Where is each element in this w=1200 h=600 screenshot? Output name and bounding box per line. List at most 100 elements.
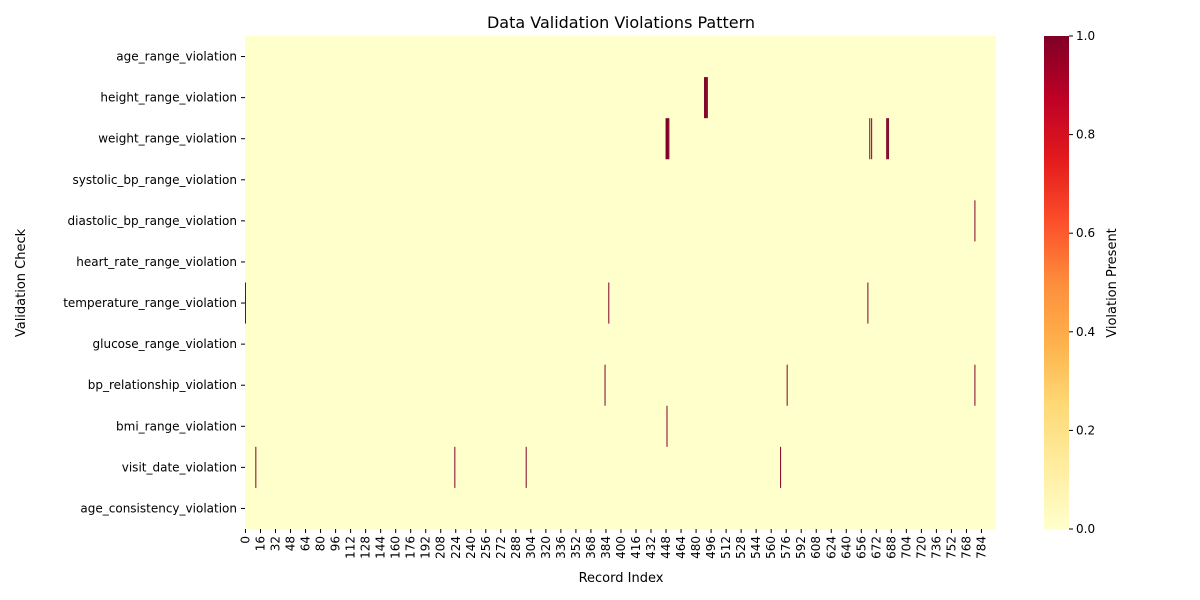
violation-cell — [667, 118, 669, 160]
violation-cell — [974, 364, 976, 406]
x-tick-label: 544 — [749, 536, 763, 559]
violation-cell — [974, 200, 976, 242]
x-tick-label: 192 — [419, 536, 433, 559]
y-tick-label: weight_range_violation — [98, 132, 237, 146]
heatmap-row-bmi_range_violation — [666, 405, 668, 447]
x-tick-label: 400 — [614, 536, 628, 559]
x-tick-label: 96 — [329, 536, 343, 551]
violation-cell — [886, 118, 888, 160]
x-tick-label: 32 — [269, 536, 283, 551]
x-tick-label: 736 — [929, 536, 943, 559]
x-tick-label: 368 — [584, 536, 598, 559]
x-tick-label: 496 — [704, 536, 718, 559]
plot-area — [245, 36, 996, 529]
y-tick-label: visit_date_violation — [122, 460, 237, 474]
y-tick-label: temperature_range_violation — [63, 296, 237, 310]
violation-cell — [668, 118, 670, 160]
x-tick-label: 16 — [253, 536, 267, 551]
violation-cell — [255, 446, 257, 488]
y-tick-label: height_range_violation — [100, 91, 237, 105]
x-tick-label: 656 — [854, 536, 868, 559]
violation-cell — [704, 77, 706, 119]
colorbar-tick-label: 0.0 — [1076, 522, 1095, 536]
x-tick-label: 128 — [359, 536, 373, 559]
y-tick-label: age_consistency_violation — [80, 501, 237, 515]
violation-cell — [665, 118, 667, 160]
colorbar-tick-label: 1.0 — [1076, 29, 1095, 43]
x-tick-label: 592 — [794, 536, 808, 559]
violation-cell — [706, 77, 708, 119]
x-tick-label: 288 — [509, 536, 523, 559]
violation-cell — [871, 118, 873, 160]
x-axis: 0 16 32 48 64 80 96 112 128 144 160 176 192 208 224 240… — [238, 529, 988, 559]
heatmap-row-height_range_violation — [704, 77, 708, 119]
violation-cell — [525, 446, 527, 488]
x-tick-label: 240 — [464, 536, 478, 559]
violation-cell — [705, 77, 707, 119]
x-tick-label: 528 — [734, 536, 748, 559]
x-tick-label: 448 — [659, 536, 673, 559]
x-tick-label: 688 — [884, 536, 898, 559]
x-tick-label: 112 — [344, 536, 358, 559]
x-tick-label: 336 — [554, 536, 568, 559]
x-tick-label: 320 — [539, 536, 553, 559]
heatmap-row-visit_date_violation — [255, 446, 782, 488]
x-tick-label: 720 — [914, 536, 928, 559]
x-tick-label: 576 — [779, 536, 793, 559]
x-tick-label: 160 — [389, 536, 403, 559]
x-tick-label: 48 — [284, 536, 298, 551]
heatmap-row-temperature_range_violation — [245, 282, 869, 324]
x-axis-label: Record Index — [579, 571, 664, 586]
violation-cell — [704, 77, 706, 119]
violation-cell — [888, 118, 890, 160]
x-tick-label: 384 — [599, 536, 613, 559]
x-tick-label: 752 — [944, 536, 958, 559]
x-tick-label: 224 — [449, 536, 463, 559]
colorbar-tick-label: 0.6 — [1076, 226, 1095, 240]
x-tick-label: 432 — [644, 536, 658, 559]
violation-cell — [869, 118, 871, 160]
x-tick-label: 352 — [569, 536, 583, 559]
x-tick-label: 80 — [314, 536, 328, 551]
y-axis: age_range_violation height_range_violatio… — [63, 50, 245, 515]
x-tick-label: 64 — [299, 536, 313, 551]
x-tick-label: 176 — [404, 536, 418, 559]
x-tick-label: 208 — [434, 536, 448, 559]
x-tick-label: 672 — [869, 536, 883, 559]
chart-title: Data Validation Violations Pattern — [487, 13, 755, 32]
y-axis-label: Validation Check — [14, 228, 29, 337]
colorbar-tick-label: 0.8 — [1076, 128, 1095, 142]
heatmap-row-bp_relationship_violation — [604, 364, 976, 406]
heatmap-row-diastolic_bp_range_violation — [974, 200, 976, 242]
x-tick-label: 784 — [974, 536, 988, 559]
violation-cell — [604, 364, 606, 406]
violation-cell — [867, 282, 869, 324]
colorbar — [1044, 36, 1069, 529]
x-tick-label: 144 — [374, 536, 388, 559]
colorbar-gradient — [1044, 36, 1069, 529]
x-tick-label: 256 — [479, 536, 493, 559]
y-tick-label: bp_relationship_violation — [88, 378, 237, 392]
x-tick-label: 512 — [719, 536, 733, 559]
x-tick-label: 704 — [899, 536, 913, 559]
y-tick-label: systolic_bp_range_violation — [73, 173, 238, 187]
violation-cell — [786, 364, 788, 406]
violation-cell — [666, 405, 668, 447]
x-tick-label: 768 — [959, 536, 973, 559]
colorbar-tick-label: 0.2 — [1076, 423, 1095, 437]
violation-cell — [666, 118, 668, 160]
colorbar-label: Violation Present — [1105, 228, 1120, 338]
x-tick-label: 272 — [494, 536, 508, 559]
y-tick-label: diastolic_bp_range_violation — [68, 214, 237, 228]
y-tick-label: bmi_range_violation — [116, 419, 237, 433]
y-tick-label: age_range_violation — [116, 50, 237, 64]
heatmap-background — [245, 36, 996, 529]
violation-cell — [780, 446, 782, 488]
violation-cell — [887, 118, 889, 160]
colorbar-ticks: 0.0 0.2 0.4 0.6 0.8 1.0 — [1069, 29, 1095, 536]
violation-cell — [608, 282, 610, 324]
y-tick-label: glucose_range_violation — [93, 337, 237, 351]
x-tick-label: 640 — [839, 536, 853, 559]
